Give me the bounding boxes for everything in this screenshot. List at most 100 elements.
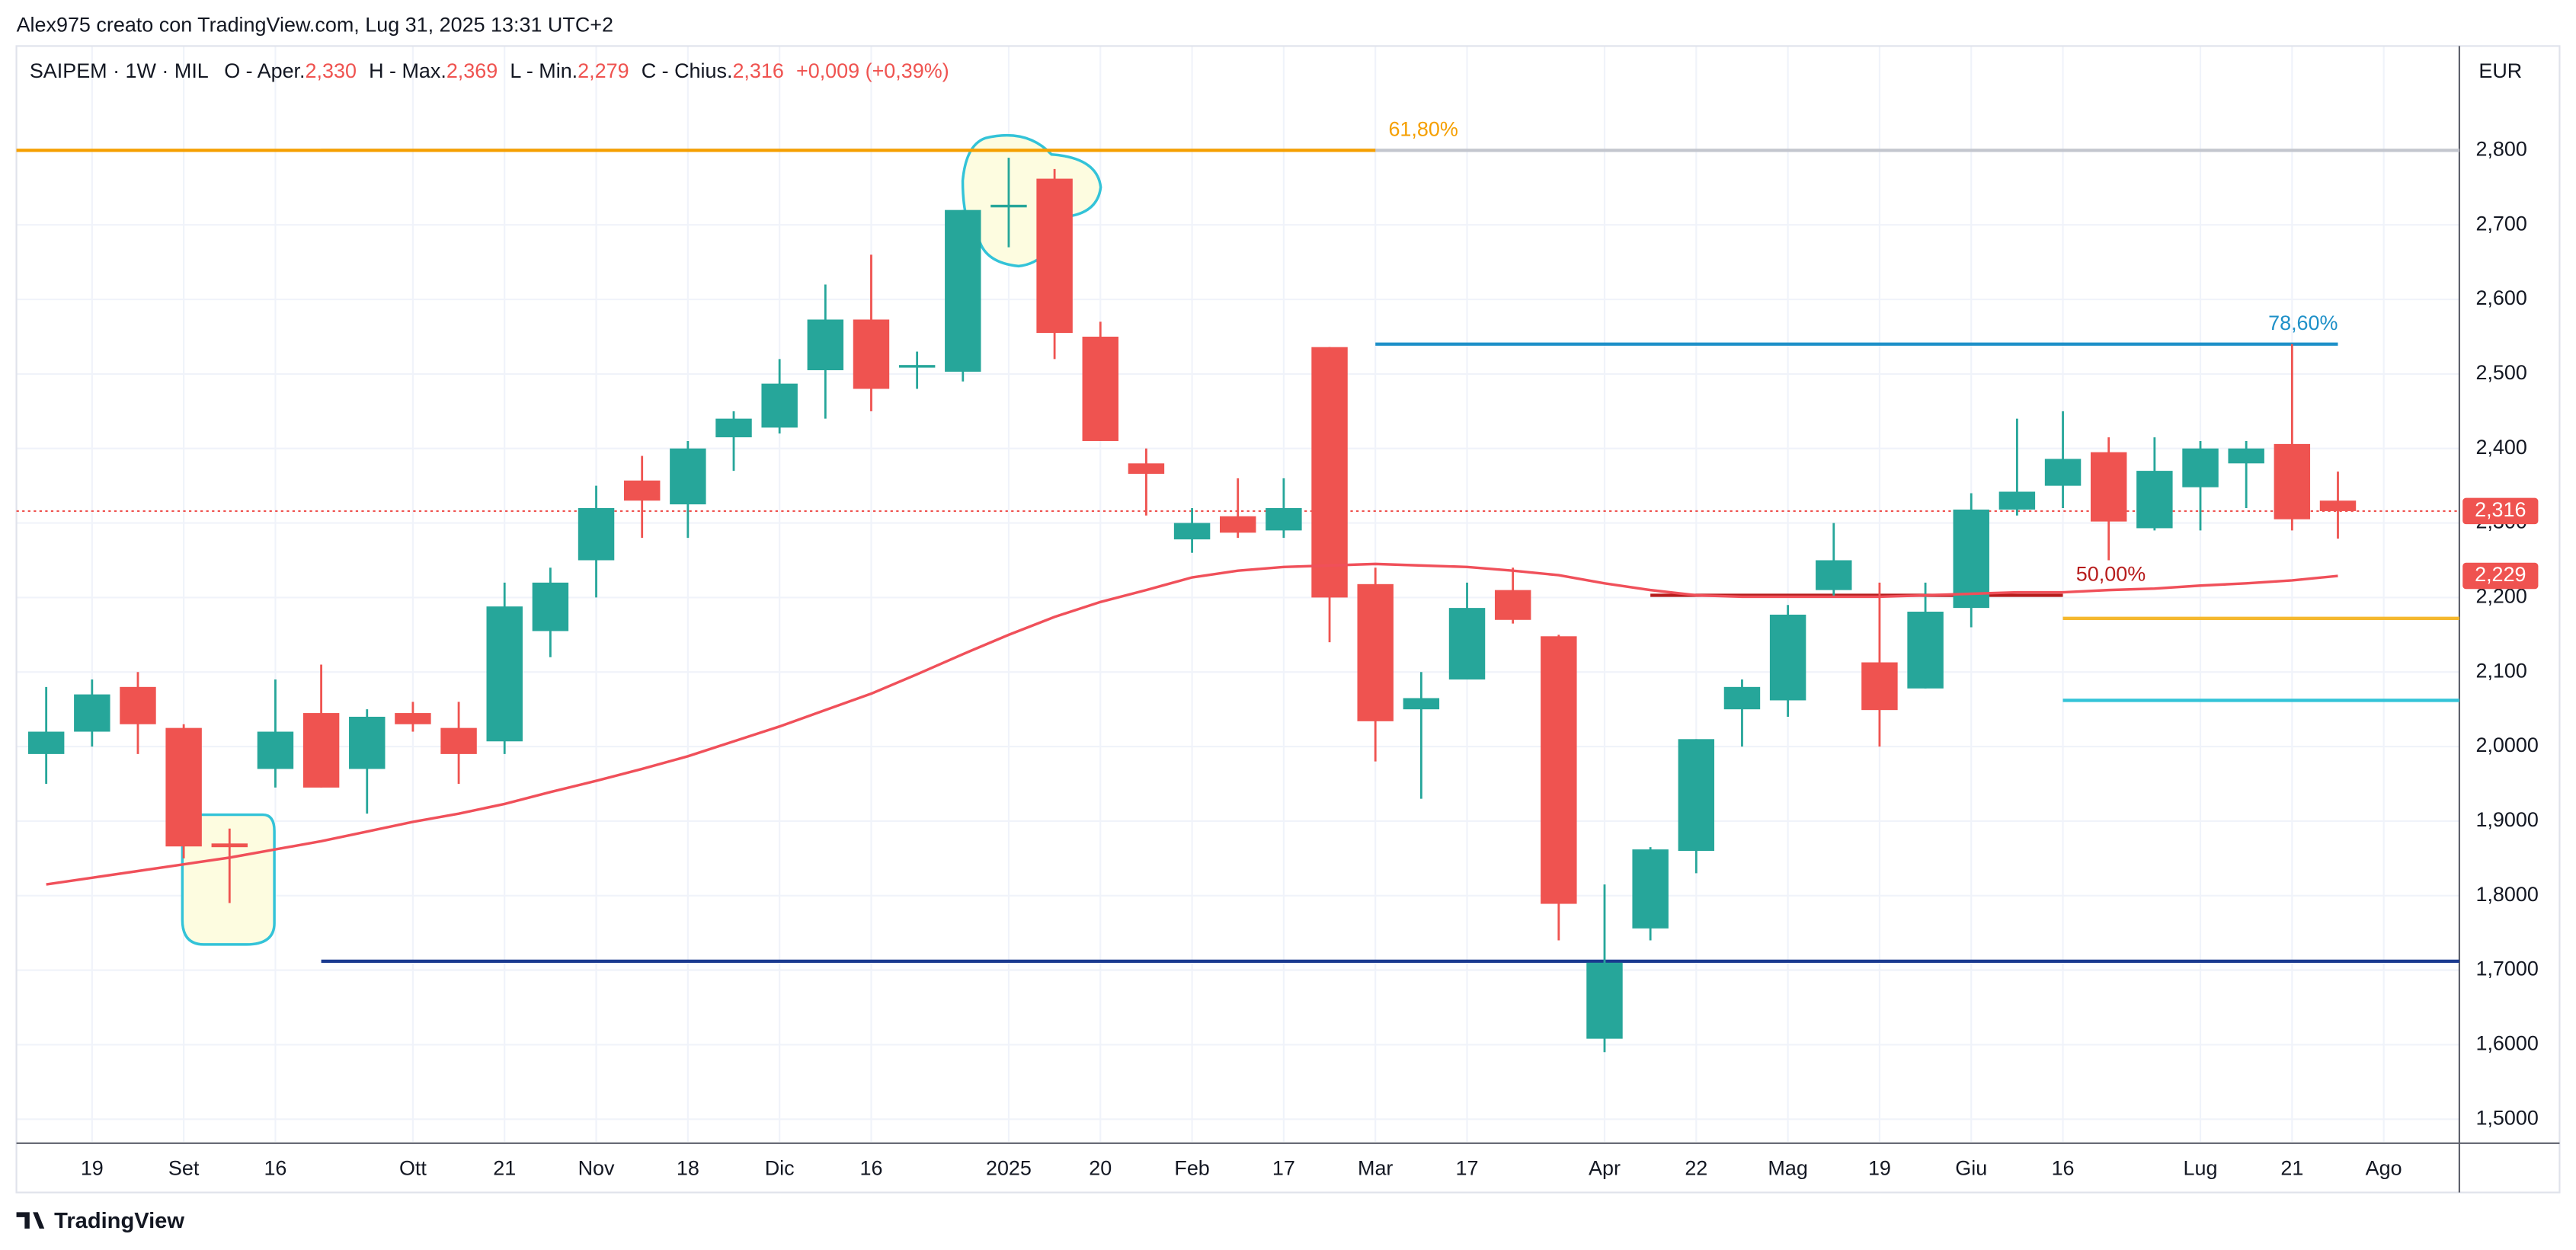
- level-label: 50,00%: [2076, 563, 2146, 586]
- candle-body: [2182, 448, 2219, 488]
- candle-body: [1403, 698, 1440, 710]
- price-label-box: [2462, 497, 2539, 525]
- y-tick-label: 2,800: [2475, 138, 2526, 161]
- attribution: Alex975 creato con TradingView.com, Lug …: [17, 14, 613, 37]
- x-tick-label: 22: [1685, 1156, 1707, 1179]
- y-tick-label: 2,100: [2475, 659, 2526, 682]
- candle-body: [74, 694, 110, 732]
- x-tick-label: 21: [2280, 1156, 2303, 1179]
- candle-body: [1816, 560, 1852, 590]
- ohlc-label: O - Aper.: [224, 59, 305, 82]
- y-tick-label: 2,0000: [2475, 734, 2538, 756]
- candle-body: [623, 480, 661, 501]
- candle-body: [898, 365, 936, 368]
- price-label-box: [2462, 562, 2539, 590]
- ohlc-value: 2,279: [578, 59, 629, 82]
- candle-body: [990, 204, 1027, 208]
- candle-body: [1128, 463, 1165, 475]
- candle-body: [2228, 448, 2264, 464]
- x-tick-label: Apr: [1589, 1156, 1621, 1179]
- candle-body: [1266, 508, 1302, 531]
- x-tick-label: Nov: [578, 1156, 615, 1179]
- candle-body: [165, 727, 202, 847]
- candle-body: [853, 319, 890, 389]
- candle-body: [1220, 516, 1256, 533]
- candle-body: [1357, 583, 1394, 721]
- candle-body: [1036, 178, 1073, 334]
- price-label: 2,229: [2475, 563, 2526, 586]
- candle-body: [27, 731, 65, 754]
- candle-body: [1494, 590, 1531, 620]
- candle-body: [395, 713, 431, 724]
- x-tick-label: 20: [1089, 1156, 1112, 1179]
- level-label: 61,80%: [1388, 118, 1458, 141]
- candle-body: [945, 209, 981, 372]
- ohlc-label: L - Min.: [510, 59, 578, 82]
- x-tick-label: Mar: [1358, 1156, 1393, 1179]
- logo: TradingView: [16, 1209, 184, 1233]
- x-tick-label: Ott: [399, 1156, 427, 1179]
- symbol: SAIPEM · 1W · MIL: [30, 59, 209, 82]
- candle-body: [1541, 636, 1577, 904]
- x-tick-label: 17: [1456, 1156, 1479, 1179]
- candle-body: [1998, 491, 2036, 510]
- candle-body: [2136, 471, 2173, 529]
- x-tick-label: 16: [859, 1156, 882, 1179]
- y-tick-label: 2,400: [2475, 436, 2526, 459]
- candle-body: [302, 713, 340, 788]
- candle-body: [1953, 509, 1989, 609]
- candle-body: [2090, 452, 2127, 522]
- candle-body: [486, 606, 523, 742]
- ohlc-value: 2,330: [306, 59, 357, 82]
- candle-body: [1861, 662, 1898, 711]
- x-tick-label: 18: [677, 1156, 699, 1179]
- x-tick-label: Dic: [765, 1156, 795, 1179]
- x-tick-label: 17: [1272, 1156, 1295, 1179]
- candle-body: [1448, 608, 1486, 680]
- candle-body: [257, 731, 294, 769]
- x-tick-label: 19: [81, 1156, 104, 1179]
- candle-body: [2044, 459, 2082, 486]
- candle-body: [1586, 962, 1623, 1039]
- candle-body: [2274, 443, 2311, 520]
- candle-body: [807, 319, 844, 371]
- candle-body: [1311, 347, 1348, 598]
- frame: [15, 45, 2561, 1194]
- candle-body: [211, 843, 248, 848]
- price-label: 2,316: [2475, 498, 2526, 521]
- candle-body: [120, 686, 156, 724]
- candle-body: [1632, 849, 1669, 929]
- candle-body: [532, 582, 569, 631]
- x-tick-label: Giu: [1955, 1156, 1987, 1179]
- moving-average: [46, 562, 2338, 886]
- y-tick-label: 2,600: [2475, 286, 2526, 309]
- levels: 61,80% 78,60% 50,00%: [16, 118, 2459, 964]
- x-tick-label: Ago: [2366, 1156, 2402, 1179]
- y-tick-label: 1,8000: [2475, 883, 2538, 906]
- candle-body: [578, 508, 615, 561]
- currency: EUR: [2478, 59, 2522, 82]
- x-tick-label: Lug: [2184, 1156, 2218, 1179]
- ohlc-value: 2,316: [732, 59, 783, 82]
- x-tick-label: 21: [493, 1156, 516, 1179]
- logo-mark: [16, 1212, 45, 1229]
- x-tick-label: 2025: [986, 1156, 1032, 1179]
- change: +0,009 (+0,39%): [796, 59, 949, 82]
- candle-body: [670, 448, 706, 505]
- marks: [27, 158, 2357, 1053]
- x-tick-label: 16: [2052, 1156, 2075, 1179]
- legend: SAIPEM · 1W · MIL O - Aper.2,330 H - Max…: [30, 59, 949, 82]
- candle-body: [1723, 686, 1761, 710]
- candle-body: [1678, 739, 1715, 852]
- ohlc-label: C - Chius.: [642, 59, 733, 82]
- x-tick-label: 16: [264, 1156, 286, 1179]
- candle-body: [1907, 612, 1944, 689]
- x-tick-label: 19: [1868, 1156, 1891, 1179]
- y-tick-label: 2,700: [2475, 212, 2526, 235]
- candle-body: [1173, 523, 1211, 540]
- x-tick-label: Set: [168, 1156, 200, 1179]
- x-tick-label: Mag: [1768, 1156, 1807, 1179]
- candle-body: [761, 383, 798, 428]
